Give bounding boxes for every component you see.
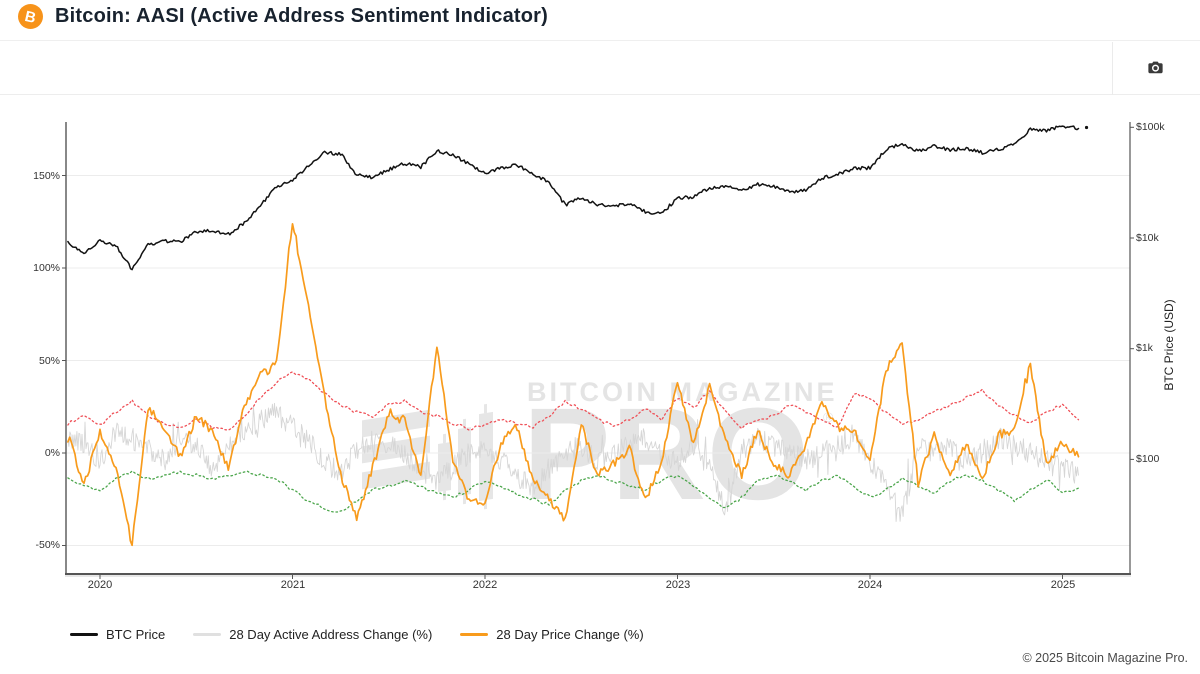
page-title: Bitcoin: AASI (Active Address Sentiment …: [55, 5, 549, 27]
x-axis-tick: 2024: [857, 579, 883, 591]
legend-label: BTC Price: [106, 627, 166, 642]
legend-item-btc-price[interactable]: BTC Price: [70, 627, 165, 642]
legend: BTC Price 28 Day Active Address Change (…: [70, 627, 644, 642]
legend-label: 28 Day Price Change (%): [496, 627, 644, 642]
toolbar-divider: [1112, 42, 1113, 95]
svg-text:B: B: [23, 8, 38, 27]
x-axis-tick: 2023: [665, 579, 691, 591]
right-axis-tick: $100k: [1136, 121, 1165, 133]
left-axis-tick: 150%: [33, 170, 60, 182]
x-axis-tick: 2022: [472, 579, 498, 591]
copyright: © 2025 Bitcoin Magazine Pro.: [1022, 651, 1188, 665]
x-axis-tick: 2021: [280, 579, 306, 591]
toolbar: [0, 42, 1200, 95]
x-axis-tick: 2020: [87, 579, 113, 591]
camera-button[interactable]: [1139, 54, 1171, 84]
title-bar: B Bitcoin: AASI (Active Address Sentimen…: [0, 0, 1200, 41]
chart-canvas[interactable]: [0, 95, 1200, 615]
legend-swatch: [460, 633, 489, 636]
left-axis-tick: -50%: [35, 539, 60, 551]
x-axis-tick: 2025: [1050, 579, 1076, 591]
right-axis-tick: $1k: [1136, 342, 1153, 354]
legend-swatch: [193, 633, 222, 636]
right-axis-tick: $100: [1136, 453, 1160, 465]
left-axis-tick: 0%: [44, 447, 60, 459]
right-axis-tick: $10k: [1136, 232, 1159, 244]
left-axis-tick: 50%: [38, 355, 60, 367]
camera-icon: [1146, 58, 1165, 80]
left-axis-tick: 100%: [33, 262, 60, 274]
legend-item-active-address-change[interactable]: 28 Day Active Address Change (%): [193, 627, 432, 642]
bitcoin-icon: B: [18, 4, 43, 29]
chart-region: BITCOIN MAGAZINE PRO ®: [0, 95, 1200, 615]
legend-label: 28 Day Active Address Change (%): [229, 627, 433, 642]
legend-swatch: [70, 633, 98, 636]
legend-item-price-change[interactable]: 28 Day Price Change (%): [460, 627, 644, 642]
